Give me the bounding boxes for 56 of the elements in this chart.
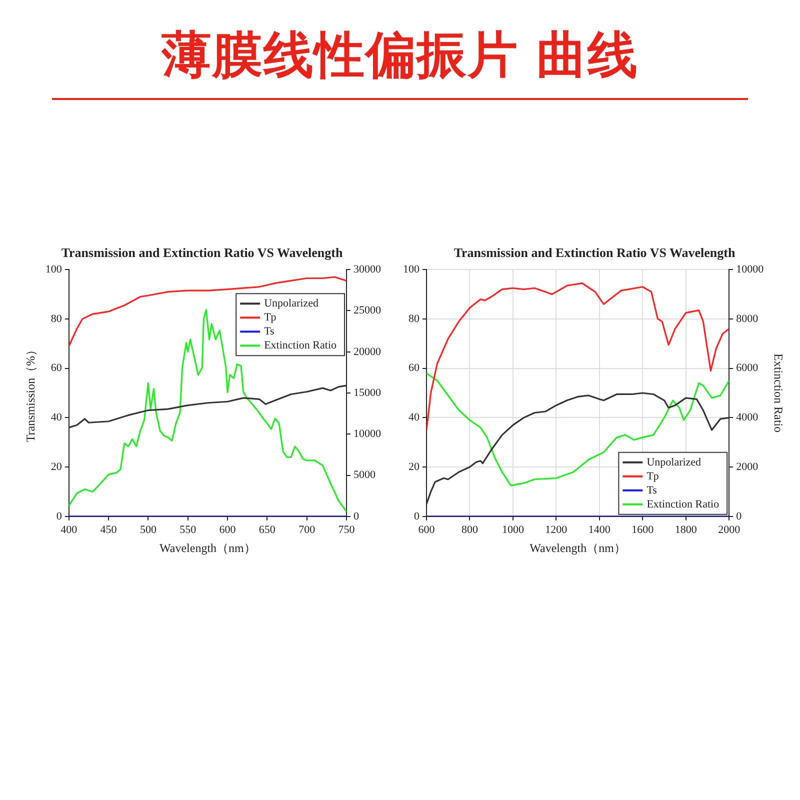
x-tick-label: 550 bbox=[180, 524, 197, 536]
y2-tick-label: 2000 bbox=[736, 460, 759, 473]
legend-label: Tp bbox=[264, 311, 277, 324]
y2-tick-label: 20000 bbox=[354, 346, 382, 358]
x-tick-label: 1800 bbox=[674, 524, 698, 536]
x-tick-label: 600 bbox=[418, 524, 436, 536]
x-tick-label: 2000 bbox=[718, 524, 741, 536]
x-tick-label: 700 bbox=[298, 524, 316, 536]
legend-label: Ts bbox=[646, 484, 657, 496]
x-tick-label: 450 bbox=[100, 524, 118, 536]
y-tick-label: 100 bbox=[45, 263, 62, 276]
y2-tick-label: 5000 bbox=[354, 469, 376, 482]
y2-tick-label: 6000 bbox=[736, 362, 759, 374]
legend-label: Extinction Ratio bbox=[264, 339, 337, 352]
y2-tick-label: 4000 bbox=[736, 412, 759, 424]
x-tick-label: 1400 bbox=[588, 524, 611, 536]
y-tick-label: 60 bbox=[50, 362, 62, 374]
legend-label: Tp bbox=[646, 470, 660, 482]
x-axis-title: Wavelength（nm） bbox=[530, 540, 626, 555]
y2-tick-label: 8000 bbox=[736, 312, 759, 325]
y2-tick-label: 0 bbox=[354, 510, 360, 522]
text: 薄膜线性偏振片 曲线 bbox=[160, 25, 640, 86]
y-tick-label: 60 bbox=[408, 362, 420, 374]
y2-tick-label: 10000 bbox=[354, 428, 382, 440]
y-tick-label: 40 bbox=[50, 412, 62, 424]
legend-label: Unpolarized bbox=[264, 297, 319, 310]
y-axis-title: Transmission（%） bbox=[23, 344, 38, 442]
x-tick-label: 1000 bbox=[502, 524, 524, 536]
legend-label: Unpolarized bbox=[646, 456, 702, 468]
chart-title: Transmission and Extinction Ratio VS Wavelength bbox=[454, 245, 736, 260]
y2-axis-title: Extinction Ratio bbox=[772, 354, 786, 432]
y-tick-label: 0 bbox=[414, 510, 420, 522]
x-tick-label: 400 bbox=[60, 524, 78, 536]
x-tick-label: 600 bbox=[219, 524, 236, 536]
x-axis-title: Wavelength（nm） bbox=[160, 540, 256, 555]
x-tick-label: 800 bbox=[461, 524, 478, 536]
y-tick-label: 0 bbox=[56, 510, 62, 522]
y-tick-label: 20 bbox=[408, 460, 420, 473]
chart-title: Transmission and Extinction Ratio VS Wavelength bbox=[61, 245, 344, 260]
x-tick-label: 750 bbox=[338, 524, 356, 536]
y-tick-label: 100 bbox=[403, 263, 420, 276]
y2-tick-label: 15000 bbox=[354, 386, 382, 399]
y2-tick-label: 25000 bbox=[354, 304, 382, 317]
x-tick-label: 650 bbox=[258, 524, 276, 536]
y-tick-label: 80 bbox=[50, 312, 62, 325]
legend-label: Ts bbox=[264, 325, 274, 338]
x-tick-label: 1600 bbox=[632, 524, 654, 536]
y2-tick-label: 10000 bbox=[736, 263, 764, 276]
x-tick-label: 500 bbox=[140, 524, 157, 536]
y2-tick-label: 0 bbox=[736, 510, 742, 522]
y-tick-label: 40 bbox=[408, 412, 420, 424]
y-tick-label: 20 bbox=[50, 460, 62, 473]
y2-tick-label: 30000 bbox=[354, 263, 382, 276]
y-tick-label: 80 bbox=[408, 312, 420, 325]
x-tick-label: 1200 bbox=[545, 524, 568, 536]
legend-label: Extinction Ratio bbox=[646, 498, 720, 510]
